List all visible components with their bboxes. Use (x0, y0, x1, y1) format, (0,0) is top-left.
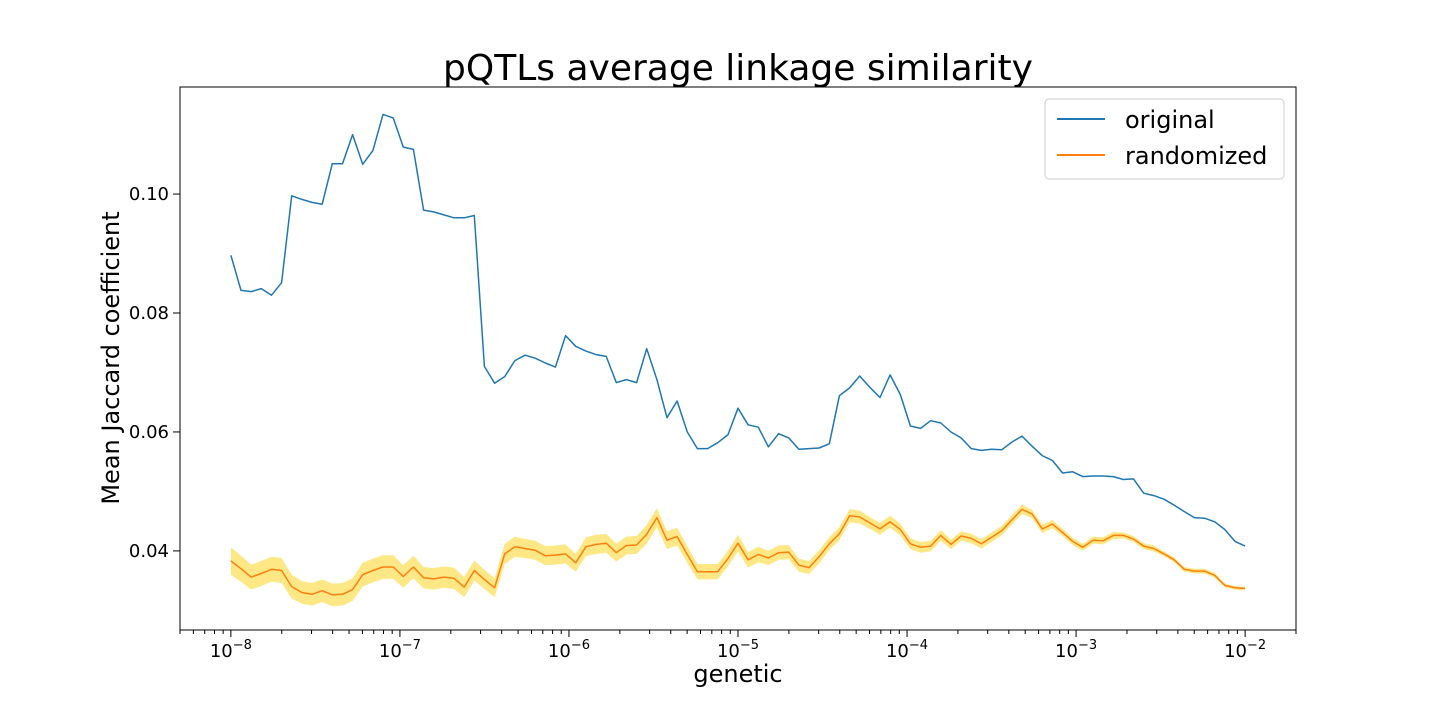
legend-label-original: original (1125, 106, 1215, 134)
series-line-original (230, 113, 1246, 547)
x-axis: 10−8 10−7 10−6 10−5 10−4 10−3 10−2 (179, 630, 1297, 662)
y-tick-label: 0.04 (129, 541, 169, 562)
x-tick-label: 10−5 (717, 638, 759, 662)
x-axis-label: genetic (693, 660, 782, 688)
y-tick-label: 0.10 (129, 184, 169, 205)
series-line-randomized (230, 508, 1246, 596)
legend-label-randomized: randomized (1125, 142, 1267, 170)
plot-area (230, 113, 1246, 607)
x-tick-label: 10−6 (548, 638, 590, 662)
x-tick-label: 10−7 (379, 638, 421, 662)
y-tick-label: 0.08 (129, 303, 169, 324)
chart-title: pQTLs average linkage similarity (443, 48, 1033, 89)
randomized-confidence-band (230, 504, 1246, 607)
x-tick-label: 10−2 (1224, 638, 1266, 662)
y-axis-label: Mean Jaccard coefficient (97, 211, 125, 504)
legend: original randomized (1044, 98, 1285, 180)
x-tick-label: 10−4 (886, 638, 928, 662)
y-axis: 0.04 0.06 0.08 0.10 (129, 184, 180, 562)
y-tick-label: 0.06 (129, 422, 169, 443)
x-tick-label: 10−8 (210, 638, 252, 662)
x-tick-label: 10−3 (1055, 638, 1097, 662)
